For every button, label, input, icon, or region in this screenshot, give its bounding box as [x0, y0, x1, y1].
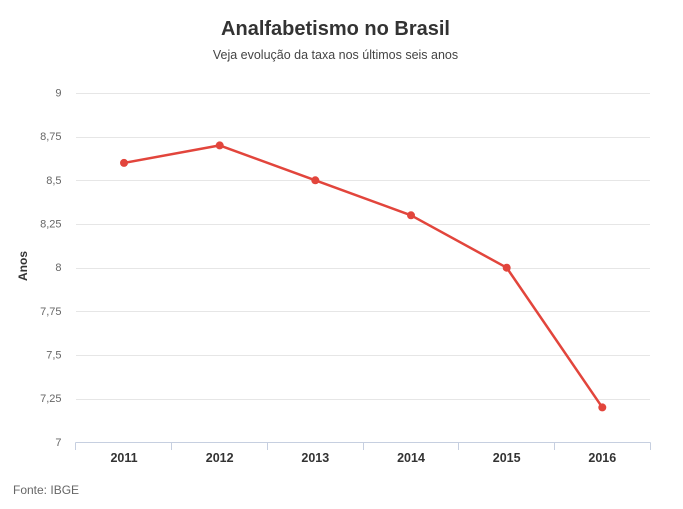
- svg-text:2013: 2013: [301, 451, 329, 465]
- svg-text:9: 9: [55, 88, 61, 100]
- svg-text:7,75: 7,75: [40, 306, 61, 318]
- svg-text:Anos: Anos: [16, 251, 30, 281]
- svg-text:Fonte: IBGE: Fonte: IBGE: [13, 483, 79, 497]
- svg-text:2011: 2011: [110, 451, 137, 465]
- svg-text:Analfabetismo no Brasil: Analfabetismo no Brasil: [221, 18, 450, 40]
- svg-text:2014: 2014: [397, 451, 425, 465]
- svg-text:Veja evolução da taxa nos últi: Veja evolução da taxa nos últimos seis a…: [213, 48, 458, 62]
- svg-text:2016: 2016: [588, 451, 616, 465]
- svg-text:8,75: 8,75: [40, 131, 61, 143]
- svg-text:2015: 2015: [493, 451, 521, 465]
- svg-text:8,5: 8,5: [46, 175, 61, 187]
- svg-text:7,5: 7,5: [46, 350, 61, 362]
- svg-text:7: 7: [55, 437, 61, 449]
- svg-text:7,25: 7,25: [40, 393, 61, 405]
- svg-text:8,25: 8,25: [40, 219, 61, 231]
- svg-text:8: 8: [55, 262, 61, 274]
- svg-text:2012: 2012: [206, 451, 234, 465]
